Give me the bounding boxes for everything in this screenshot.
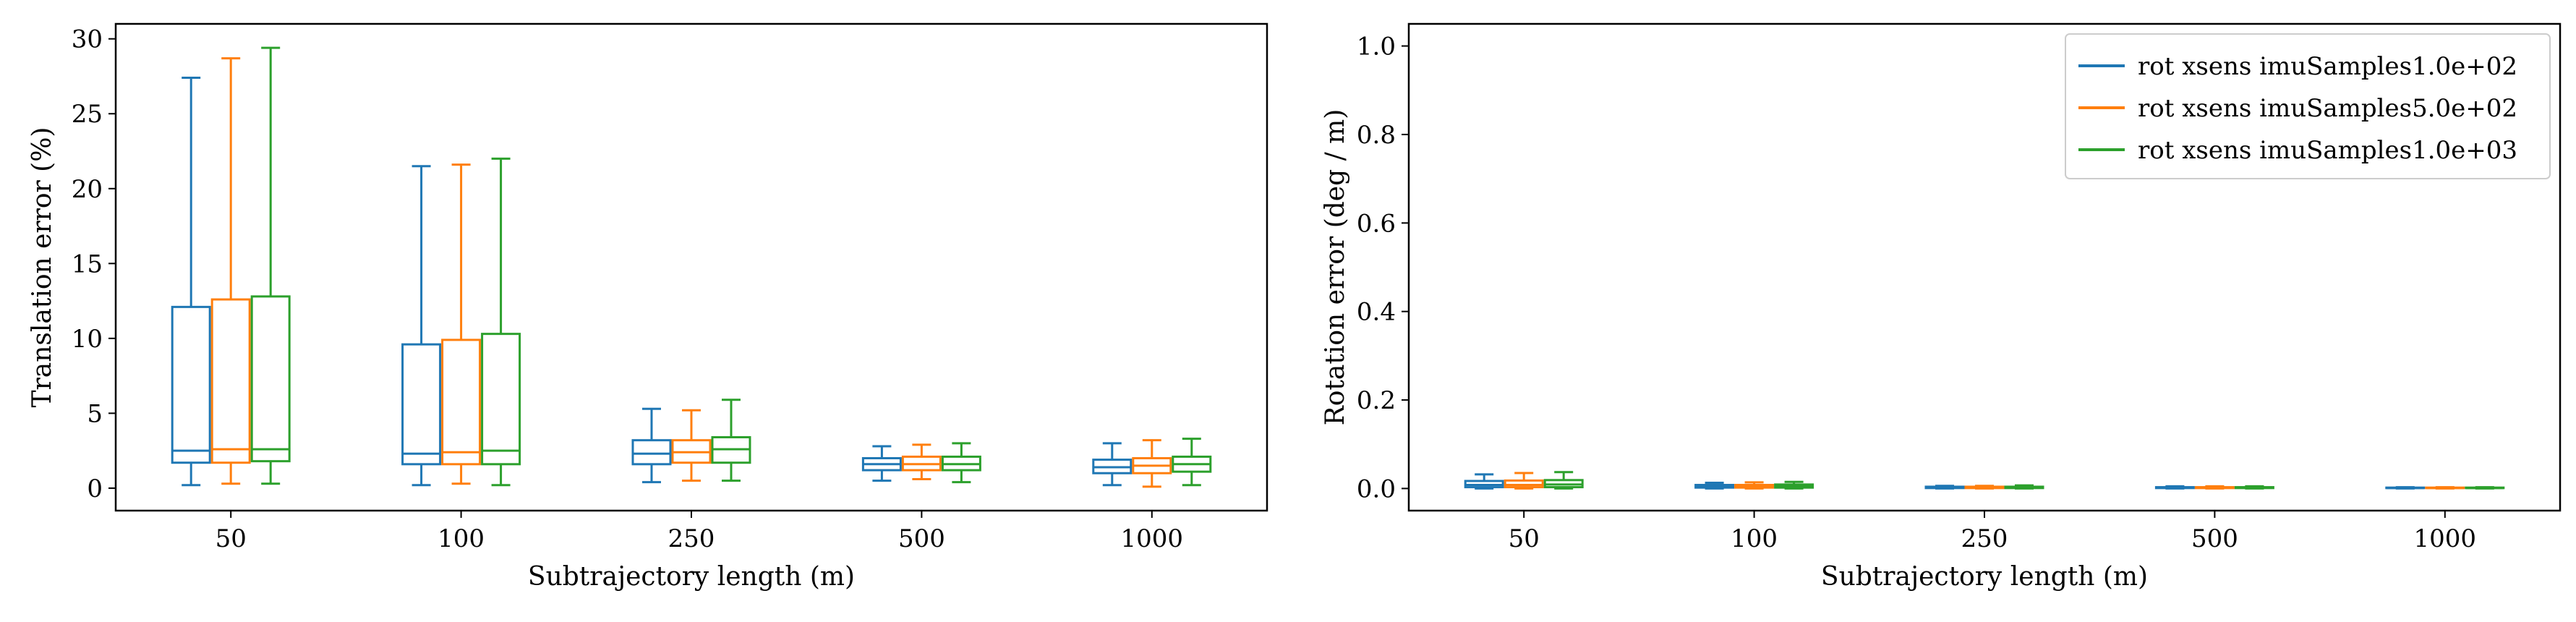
x-tick-label: 50	[216, 524, 247, 553]
box-plot-100-series-2	[481, 157, 521, 487]
legend-label: rot xsens imuSamples5.0e+02	[2138, 94, 2517, 123]
box-plot-50-series-1	[1504, 472, 1544, 490]
y-tick-label: 0.0	[1357, 474, 1396, 503]
rotation-error-chart: 0.0 0.2 0.4 0.6 0.8 1.0 50 100 250 500 1000 Subtraj…	[1321, 22, 2562, 592]
y-tick-label: 30	[72, 25, 103, 54]
box-plot-100-series-0	[1694, 481, 1735, 490]
y-tick-label: 0.8	[1357, 121, 1396, 150]
box-plot-250-series-0	[631, 407, 672, 484]
x-tick-label: 100	[1731, 524, 1778, 553]
box-iqr	[631, 439, 672, 466]
x-tick-label: 100	[438, 524, 485, 553]
box-plot-250-series-1	[671, 409, 712, 482]
box-plot-1000-series-2	[1172, 438, 1212, 487]
box-plot-250-series-0	[1924, 485, 1965, 490]
box-plot-500-series-1	[901, 443, 942, 481]
box-plot-100-series-1	[1734, 481, 1775, 490]
box-plot-50-series-0	[171, 77, 211, 487]
y-tick-label: 10	[72, 325, 103, 354]
box-plot-1000-series-1	[1132, 439, 1172, 488]
box-iqr	[250, 295, 291, 463]
y-tick-label: 5	[87, 399, 103, 428]
box-plot-500-series-0	[861, 445, 902, 482]
legend-label: rot xsens imuSamples1.0e+02	[2138, 52, 2517, 81]
box-plot-100-series-0	[401, 165, 442, 487]
box-plot-500-series-2	[2234, 485, 2274, 490]
box-plot-50-series-1	[210, 57, 251, 485]
box-plot-250-series-2	[711, 399, 751, 482]
legend-frame	[2065, 33, 2551, 179]
x-tick-label: 500	[898, 524, 945, 553]
x-tick-label: 1000	[2414, 524, 2477, 553]
box-plot-500-series-2	[941, 442, 981, 484]
box-iqr	[441, 338, 482, 466]
y-tick-label: 20	[72, 175, 103, 204]
translation-error-chart: 0 5 10 15 20 25 30 50 100 250 500 1000 Subtrajectory…	[27, 22, 1268, 592]
x-tick-label: 50	[1509, 524, 1540, 553]
y-axis-label: Rotation error (deg / m)	[1321, 109, 1350, 426]
box-plot-1000-series-2	[2465, 486, 2505, 490]
y-tick-label: 0.2	[1357, 386, 1396, 415]
box-plot-250-series-1	[1964, 485, 2005, 490]
y-tick-label: 0	[87, 474, 103, 503]
box-plot-50-series-0	[1464, 473, 1504, 490]
x-axis-label: Subtrajectory length (m)	[528, 562, 855, 592]
x-tick-label: 1000	[1121, 524, 1184, 553]
box-plot-50-series-2	[250, 46, 291, 485]
y-tick-label: 1.0	[1357, 33, 1396, 61]
box-plot-250-series-2	[2004, 484, 2044, 490]
y-axis-label: Translation error (%)	[27, 127, 57, 408]
box-iqr	[401, 343, 442, 466]
box-plot-500-series-1	[2194, 485, 2235, 490]
y-tick-label: 0.6	[1357, 209, 1396, 238]
box-plot-500-series-0	[2154, 485, 2195, 490]
box-plot-100-series-1	[441, 163, 482, 485]
x-axis-label: Subtrajectory length (m)	[1821, 562, 2148, 592]
x-tick-label: 500	[2191, 524, 2238, 553]
box-iqr	[1504, 479, 1544, 489]
legend-label: rot xsens imuSamples1.0e+03	[2138, 136, 2517, 165]
box-plot-1000-series-0	[1092, 442, 1133, 487]
y-tick-label: 0.4	[1357, 298, 1396, 327]
box-plot-50-series-2	[1543, 471, 1584, 490]
box-iqr	[171, 305, 211, 464]
box-plot-100-series-2	[1774, 480, 1814, 490]
x-tick-label: 250	[1961, 524, 2008, 553]
y-tick-label: 25	[72, 100, 103, 129]
y-tick-label: 15	[72, 250, 103, 278]
legend: rot xsens imuSamples1.0e+02 rot xsens imu…	[2065, 33, 2551, 179]
box-plot-1000-series-0	[2385, 486, 2426, 490]
plot-frame	[114, 22, 1268, 512]
box-iqr	[210, 298, 251, 464]
box-plot-1000-series-1	[2425, 486, 2465, 490]
box-iqr	[481, 333, 521, 466]
x-tick-label: 250	[668, 524, 715, 553]
plot-frame	[1407, 22, 2562, 512]
